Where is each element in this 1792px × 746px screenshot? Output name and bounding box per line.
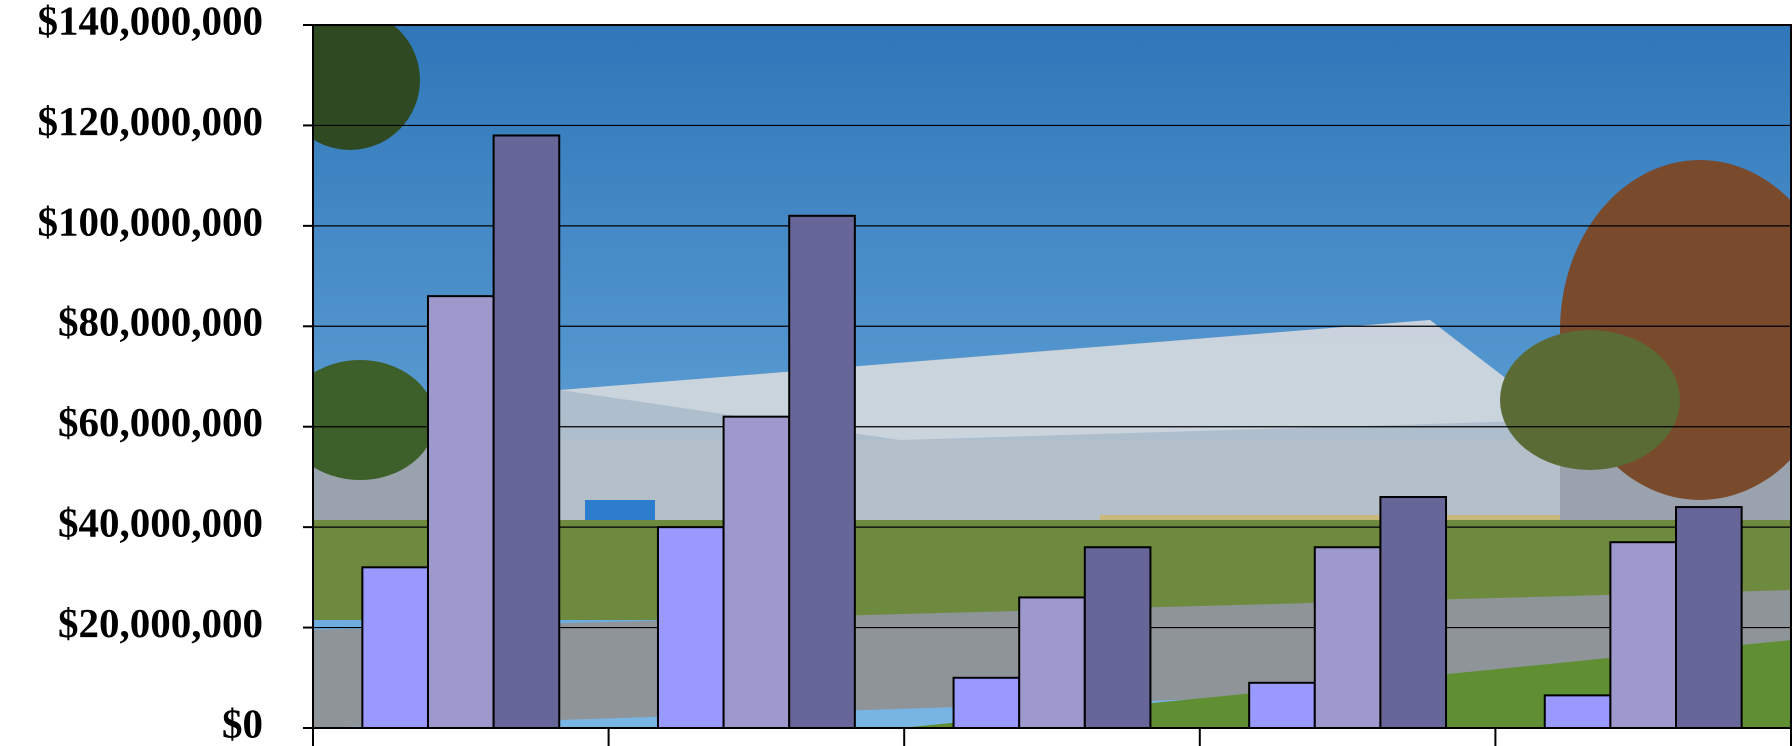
bar [426, 295, 495, 729]
bar [788, 214, 856, 730]
bar [1543, 694, 1612, 730]
bar [1083, 546, 1152, 729]
bar [1313, 546, 1382, 729]
bar [1248, 681, 1316, 729]
y-tick-label: $120,000,000 [38, 98, 264, 144]
bar [1018, 596, 1086, 730]
bar [722, 415, 791, 729]
bar [492, 134, 561, 729]
bar [656, 526, 725, 730]
y-tick-label: $20,000,000 [58, 600, 263, 646]
bar [1609, 541, 1678, 730]
bar [1675, 506, 1743, 729]
bar [361, 566, 429, 729]
y-tick-label: $80,000,000 [58, 299, 263, 345]
y-tick-label: $0 [222, 700, 263, 746]
y-tick-label: $60,000,000 [58, 399, 263, 445]
y-tick-label: $100,000,000 [38, 198, 264, 244]
y-tick-label: $140,000,000 [38, 0, 264, 43]
y-tick-label: $40,000,000 [58, 500, 263, 546]
bar [952, 676, 1021, 729]
bar [1379, 496, 1448, 729]
